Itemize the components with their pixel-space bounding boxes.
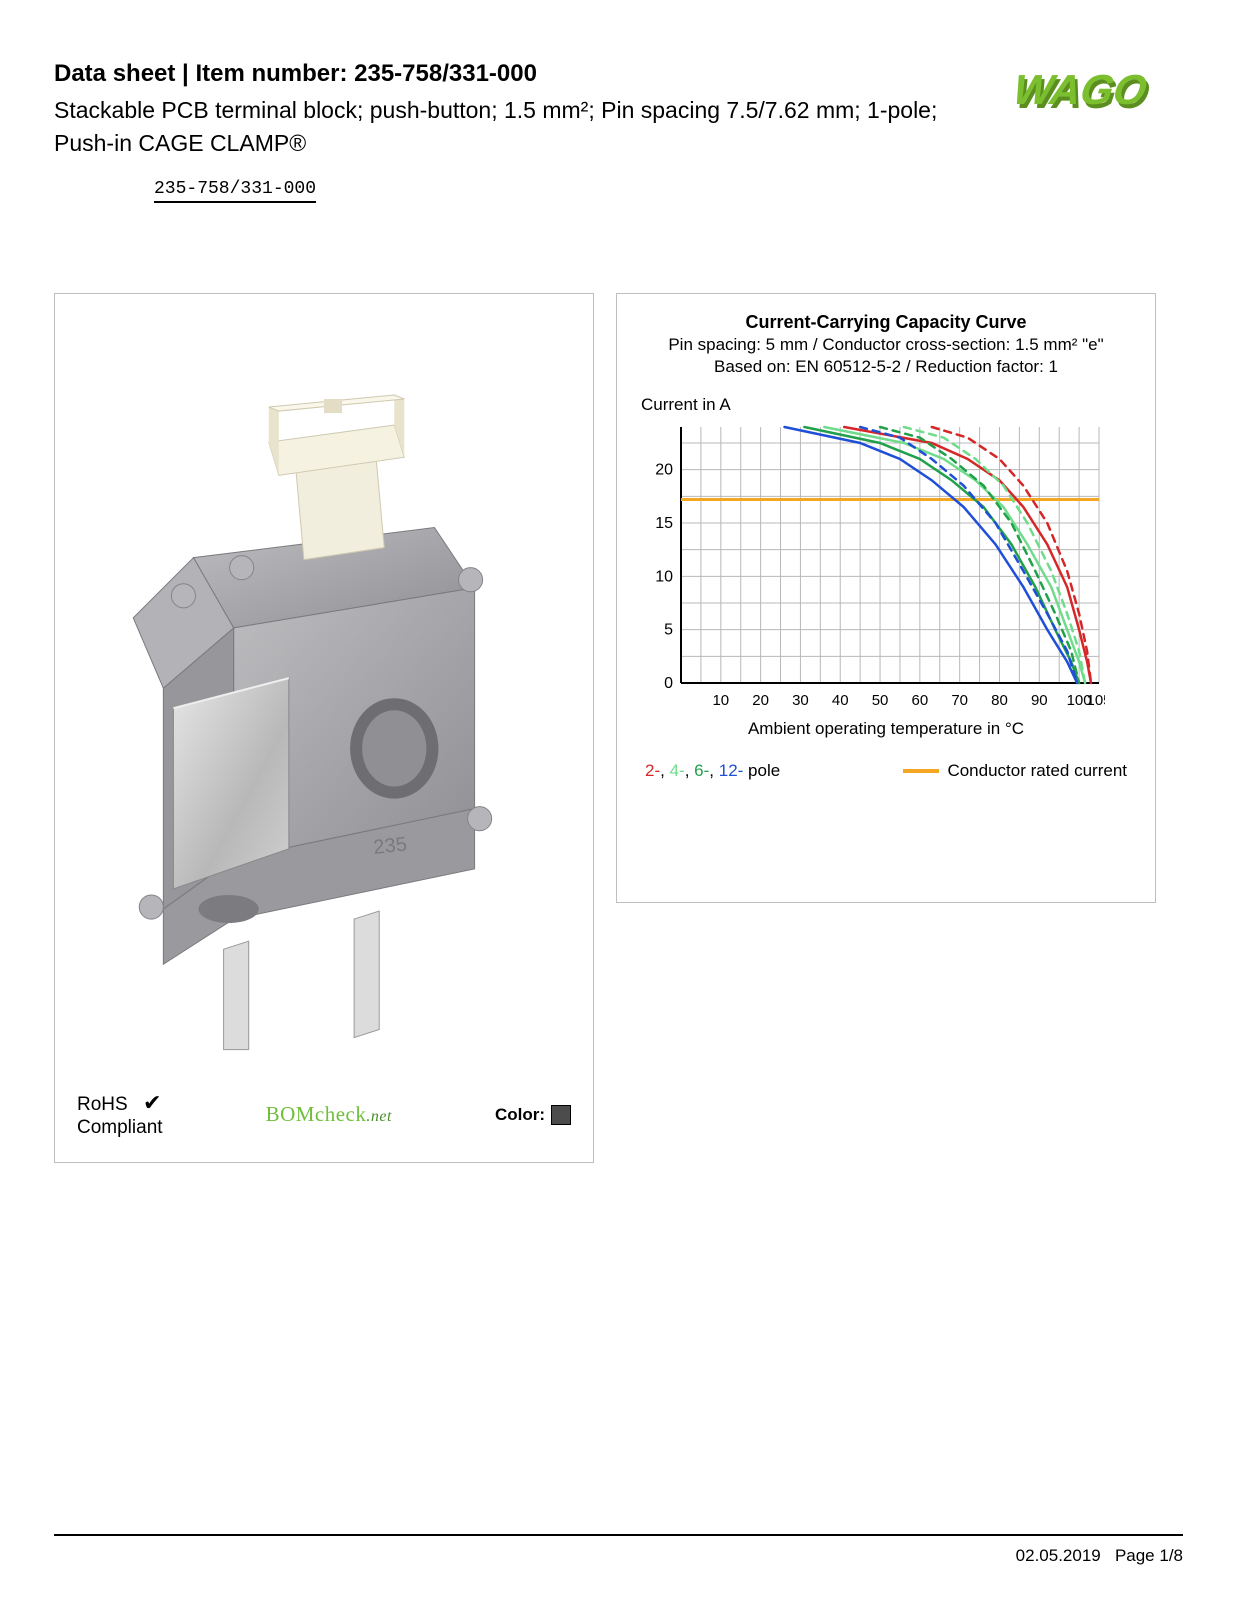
svg-text:80: 80 [991,692,1008,709]
legend-sep-2: , [685,761,694,780]
header: Data sheet | Item number: 235-758/331-00… [54,60,1183,161]
footer-page: Page 1/8 [1115,1546,1183,1565]
product-panel: 235 RoHS ✔ Compliant BOMcheck.net Color: [54,293,594,1163]
color-label: Color: [495,1105,545,1125]
svg-text:20: 20 [752,692,769,709]
legend-pole-suffix: pole [743,761,780,780]
svg-text:70: 70 [951,692,968,709]
item-number-label: Item number: [195,60,354,87]
item-link-row: 235-758/331-000 [54,169,1183,203]
item-number-link[interactable]: 235-758/331-000 [154,179,316,203]
svg-text:90: 90 [1031,692,1048,709]
x-axis-label: Ambient operating temperature in °C [635,719,1137,739]
svg-text:10: 10 [655,568,673,585]
item-number: 235-758/331-000 [354,60,537,87]
wago-logo: WAGO WAGO [983,62,1183,127]
color-label-group: Color: [495,1105,571,1125]
bomcheck-main: BOMcheck [266,1102,367,1126]
rohs-compliant: RoHS ✔ Compliant [77,1090,163,1140]
product-svg: 235 [73,312,575,1084]
legend-6-pole: 6- [694,761,709,780]
title-line: Data sheet | Item number: 235-758/331-00… [54,60,963,88]
rohs-text: RoHS [77,1094,128,1115]
svg-text:105: 105 [1086,692,1105,709]
chart-subtitle-2: Based on: EN 60512-5-2 / Reduction facto… [635,357,1137,377]
svg-text:235: 235 [372,833,408,858]
svg-text:30: 30 [792,692,809,709]
legend-poles: 2-, 4-, 6-, 12- pole [645,761,780,781]
svg-text:50: 50 [872,692,889,709]
svg-text:10: 10 [712,692,729,709]
svg-text:60: 60 [912,692,929,709]
check-icon: ✔ [143,1090,161,1115]
header-text: Data sheet | Item number: 235-758/331-00… [54,60,963,161]
chart-legend: 2-, 4-, 6-, 12- pole Conductor rated cur… [635,761,1137,781]
left-footer: RoHS ✔ Compliant BOMcheck.net Color: [73,1084,575,1144]
chart-subtitle-1: Pin spacing: 5 mm / Conductor cross-sect… [635,335,1137,355]
svg-text:5: 5 [664,621,673,638]
logo-text: WAGO [1006,67,1154,114]
chart-title: Current-Carrying Capacity Curve [635,312,1137,333]
subtitle: Stackable PCB terminal block; push-butto… [54,94,963,161]
legend-rated-line [903,769,939,773]
y-axis-label: Current in A [641,395,1137,415]
svg-text:40: 40 [832,692,849,709]
svg-text:15: 15 [655,515,673,532]
title-separator: | [175,60,195,87]
chart-panel: Current-Carrying Capacity Curve Pin spac… [616,293,1156,903]
bomcheck-logo: BOMcheck.net [266,1102,392,1127]
footer-date: 02.05.2019 [1016,1546,1101,1565]
legend-4-pole: 4- [670,761,685,780]
svg-text:0: 0 [664,675,673,692]
compliant-text: Compliant [77,1117,163,1138]
chart-svg: 05101520102030405060708090100105 [635,421,1105,711]
legend-2-pole: 2- [645,761,660,780]
legend-sep-1: , [660,761,669,780]
legend-sep-3: , [709,761,718,780]
datasheet-label: Data sheet [54,60,175,87]
legend-12-pole: 12- [719,761,744,780]
panels: 235 RoHS ✔ Compliant BOMcheck.net Color:… [54,293,1183,1163]
color-swatch [551,1105,571,1125]
bomcheck-suffix: .net [366,1108,392,1125]
product-image: 235 [73,312,575,1084]
svg-text:20: 20 [655,461,673,478]
page-footer: 02.05.2019 Page 1/8 [54,1534,1183,1566]
legend-rated-label: Conductor rated current [947,761,1127,780]
legend-rated: Conductor rated current [903,761,1127,781]
